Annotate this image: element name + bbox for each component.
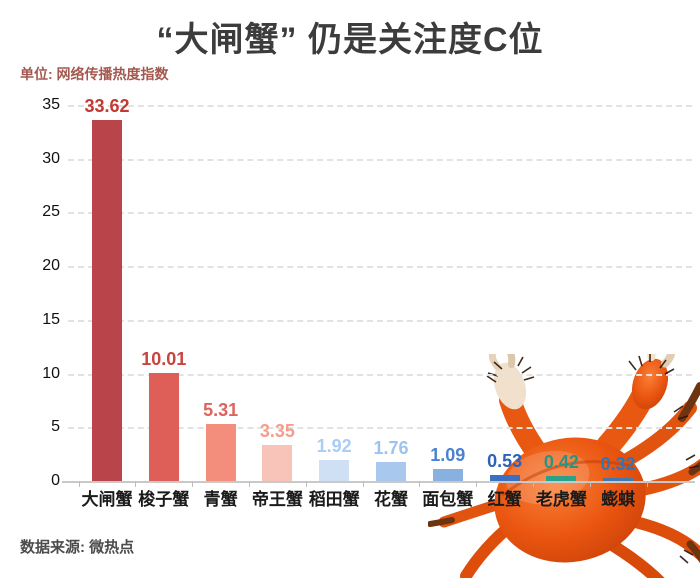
bar	[376, 462, 406, 481]
bar	[92, 119, 122, 481]
axis-tick	[192, 481, 194, 487]
axis-tick	[78, 481, 80, 487]
axis-tick	[533, 481, 534, 487]
gridline	[68, 212, 692, 215]
bar-value-label: 1.76	[373, 438, 409, 459]
y-axis-label: 0	[51, 472, 60, 489]
y-axis-label: 10	[42, 364, 60, 382]
gridline	[68, 104, 692, 107]
x-axis-label: 帝王蟹	[251, 490, 303, 509]
x-axis-label: 大闸蟹	[81, 490, 133, 509]
bar	[205, 423, 236, 481]
gridline	[68, 266, 692, 268]
y-axis-label: 25	[42, 203, 60, 221]
x-axis-line	[62, 481, 695, 483]
axis-tick	[589, 481, 591, 487]
bar-value-label: 0.32	[600, 453, 636, 474]
bar-value-label: 3.35	[259, 420, 295, 441]
axis-tick	[135, 481, 137, 487]
axis-tick	[476, 481, 478, 487]
bar-value-label: 1.09	[430, 445, 466, 466]
x-axis-label: 稻田蟹	[308, 490, 360, 509]
data-source: 数据来源: 微热点	[20, 539, 135, 556]
bar	[489, 475, 520, 481]
x-axis-label: 红蟹	[487, 490, 522, 509]
x-axis-label: 蟛蜞	[601, 490, 636, 509]
bar-value-label: 5.31	[203, 399, 239, 420]
bar	[546, 476, 577, 481]
bar	[319, 460, 350, 481]
bar	[603, 477, 634, 481]
chart-title: “大闸蟹” 仍是关注度C位	[156, 21, 544, 59]
x-axis-label: 老虎蟹	[535, 490, 587, 509]
bar-value-label: 1.92	[316, 436, 352, 457]
axis-tick	[305, 481, 307, 487]
x-axis-label: 花蟹	[374, 490, 408, 509]
axis-tick	[249, 481, 250, 487]
bar-value-label: 0.42	[543, 452, 579, 473]
y-axis-label: 35	[42, 95, 60, 113]
y-axis-label: 15	[42, 310, 60, 328]
x-axis-label: 青蟹	[203, 490, 238, 509]
x-axis-label: 梭子蟹	[138, 490, 190, 509]
bar	[432, 469, 463, 481]
unit-label: 单位: 网络传播热度指数	[20, 66, 169, 82]
bar	[262, 444, 293, 481]
bar	[148, 373, 179, 481]
y-axis-label: 30	[42, 149, 60, 167]
bar-value-label: 33.62	[84, 95, 130, 116]
gridline	[68, 427, 692, 430]
axis-tick	[646, 481, 648, 487]
bar-value-label: 10.01	[141, 349, 187, 370]
gridline	[68, 373, 692, 376]
y-axis-label: 5	[51, 418, 60, 436]
axis-tick	[362, 481, 364, 487]
gridline	[68, 158, 692, 161]
bar-value-label: 0.53	[487, 451, 523, 472]
x-axis-label: 面包蟹	[422, 490, 474, 509]
y-axis-label: 20	[42, 257, 60, 274]
axis-tick	[419, 481, 421, 487]
gridline	[68, 319, 692, 322]
